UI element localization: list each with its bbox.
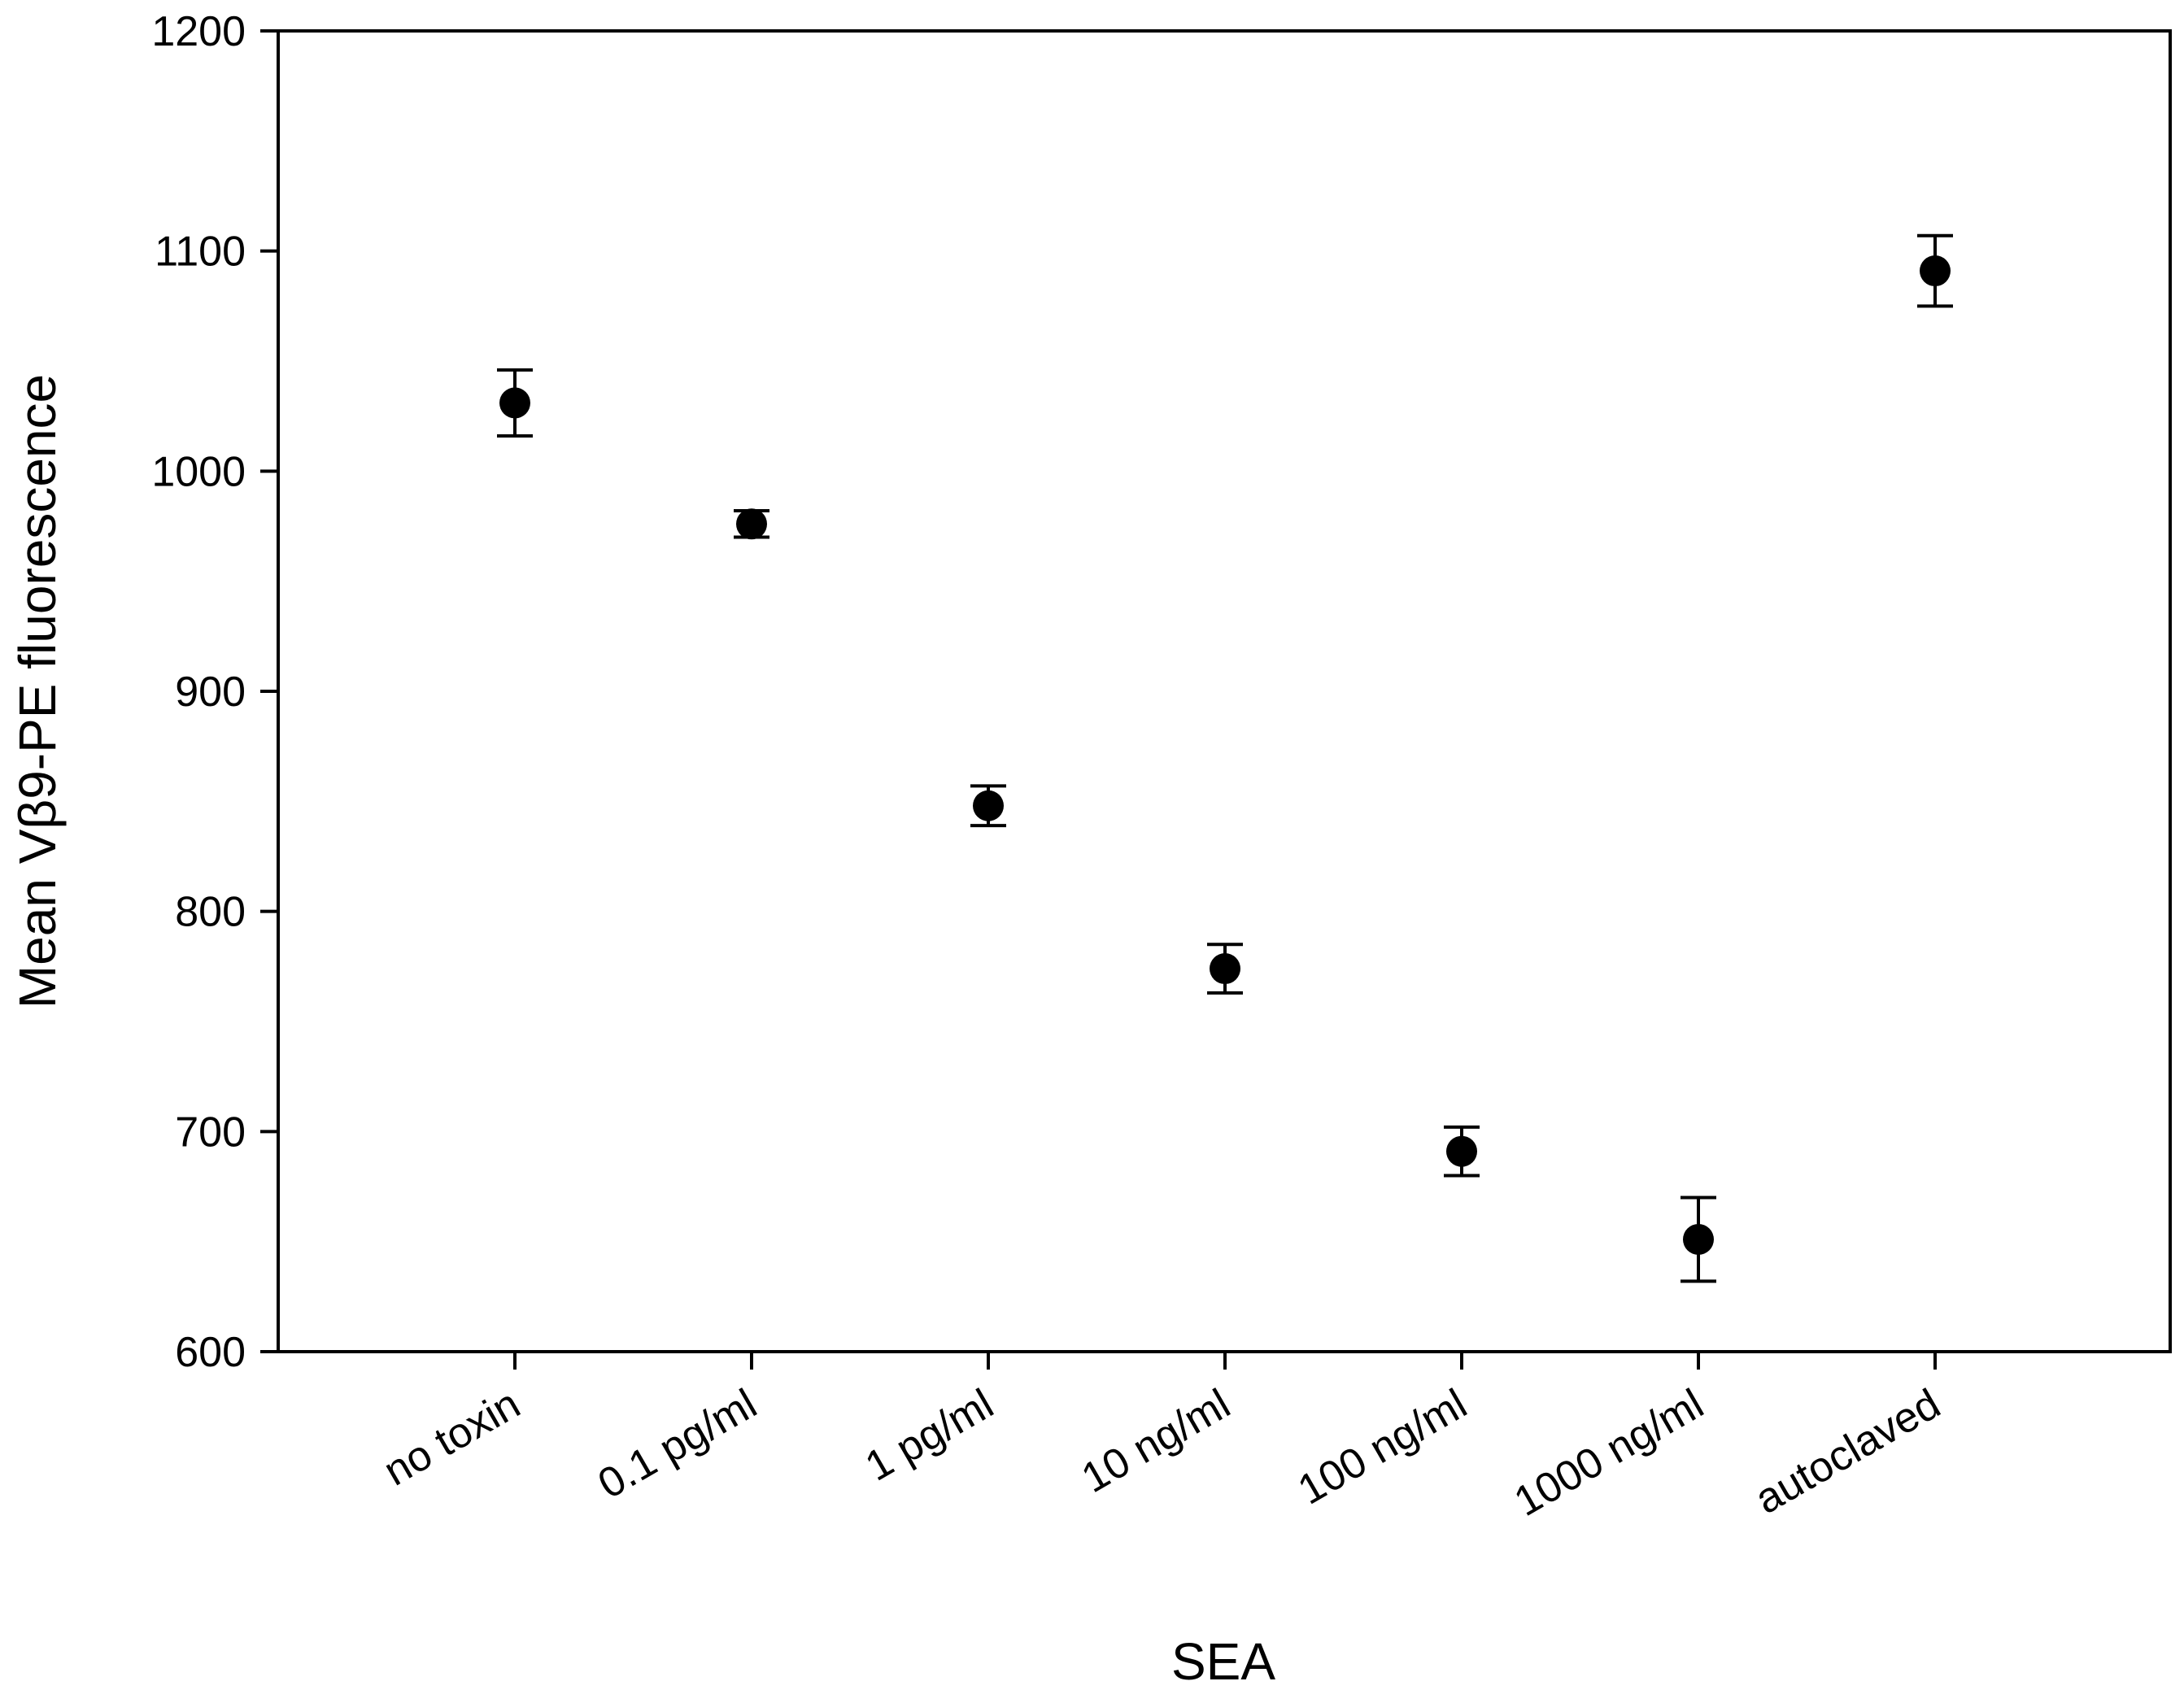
y-tick-label: 900 — [175, 669, 246, 716]
data-point — [1683, 1223, 1714, 1255]
data-point — [1210, 953, 1240, 985]
y-tick-label: 700 — [175, 1108, 246, 1156]
x-tick-label: autoclaved — [1747, 1380, 1948, 1523]
x-tick-label: 10 ng/ml — [1074, 1380, 1238, 1502]
data-marks — [497, 233, 1953, 1283]
y-tick-label: 800 — [175, 889, 246, 936]
plot-frame — [277, 29, 2172, 1353]
data-point — [1446, 1135, 1477, 1167]
y-tick-label: 600 — [175, 1329, 246, 1376]
y-tick-label: 1200 — [151, 8, 246, 55]
y-axis-title: Mean Vβ9-PE fluorescence — [8, 374, 67, 1008]
x-tick-label: 1000 ng/ml — [1506, 1380, 1711, 1526]
data-point — [736, 508, 767, 540]
x-tick-label: 1 pg/ml — [857, 1380, 1001, 1490]
x-axis-ticks: no toxin 0.1 pg/ml 1 pg/ml 10 ng/ml 100 ng/m… — [376, 1352, 1948, 1526]
axes — [277, 29, 2172, 1353]
y-axis-ticks: 600 700 800 900 1000 1100 1200 — [151, 8, 278, 1376]
x-tick-label: no toxin — [376, 1380, 528, 1495]
x-tick-label: 0.1 pg/ml — [591, 1380, 765, 1508]
data-point — [499, 387, 530, 419]
data-point — [973, 790, 1004, 821]
x-axis-title: SEA — [1171, 1632, 1275, 1691]
data-point — [1920, 255, 1951, 287]
y-tick-label: 1100 — [155, 229, 246, 276]
x-tick-label: 100 ng/ml — [1290, 1380, 1475, 1514]
y-tick-label: 1000 — [151, 448, 246, 495]
